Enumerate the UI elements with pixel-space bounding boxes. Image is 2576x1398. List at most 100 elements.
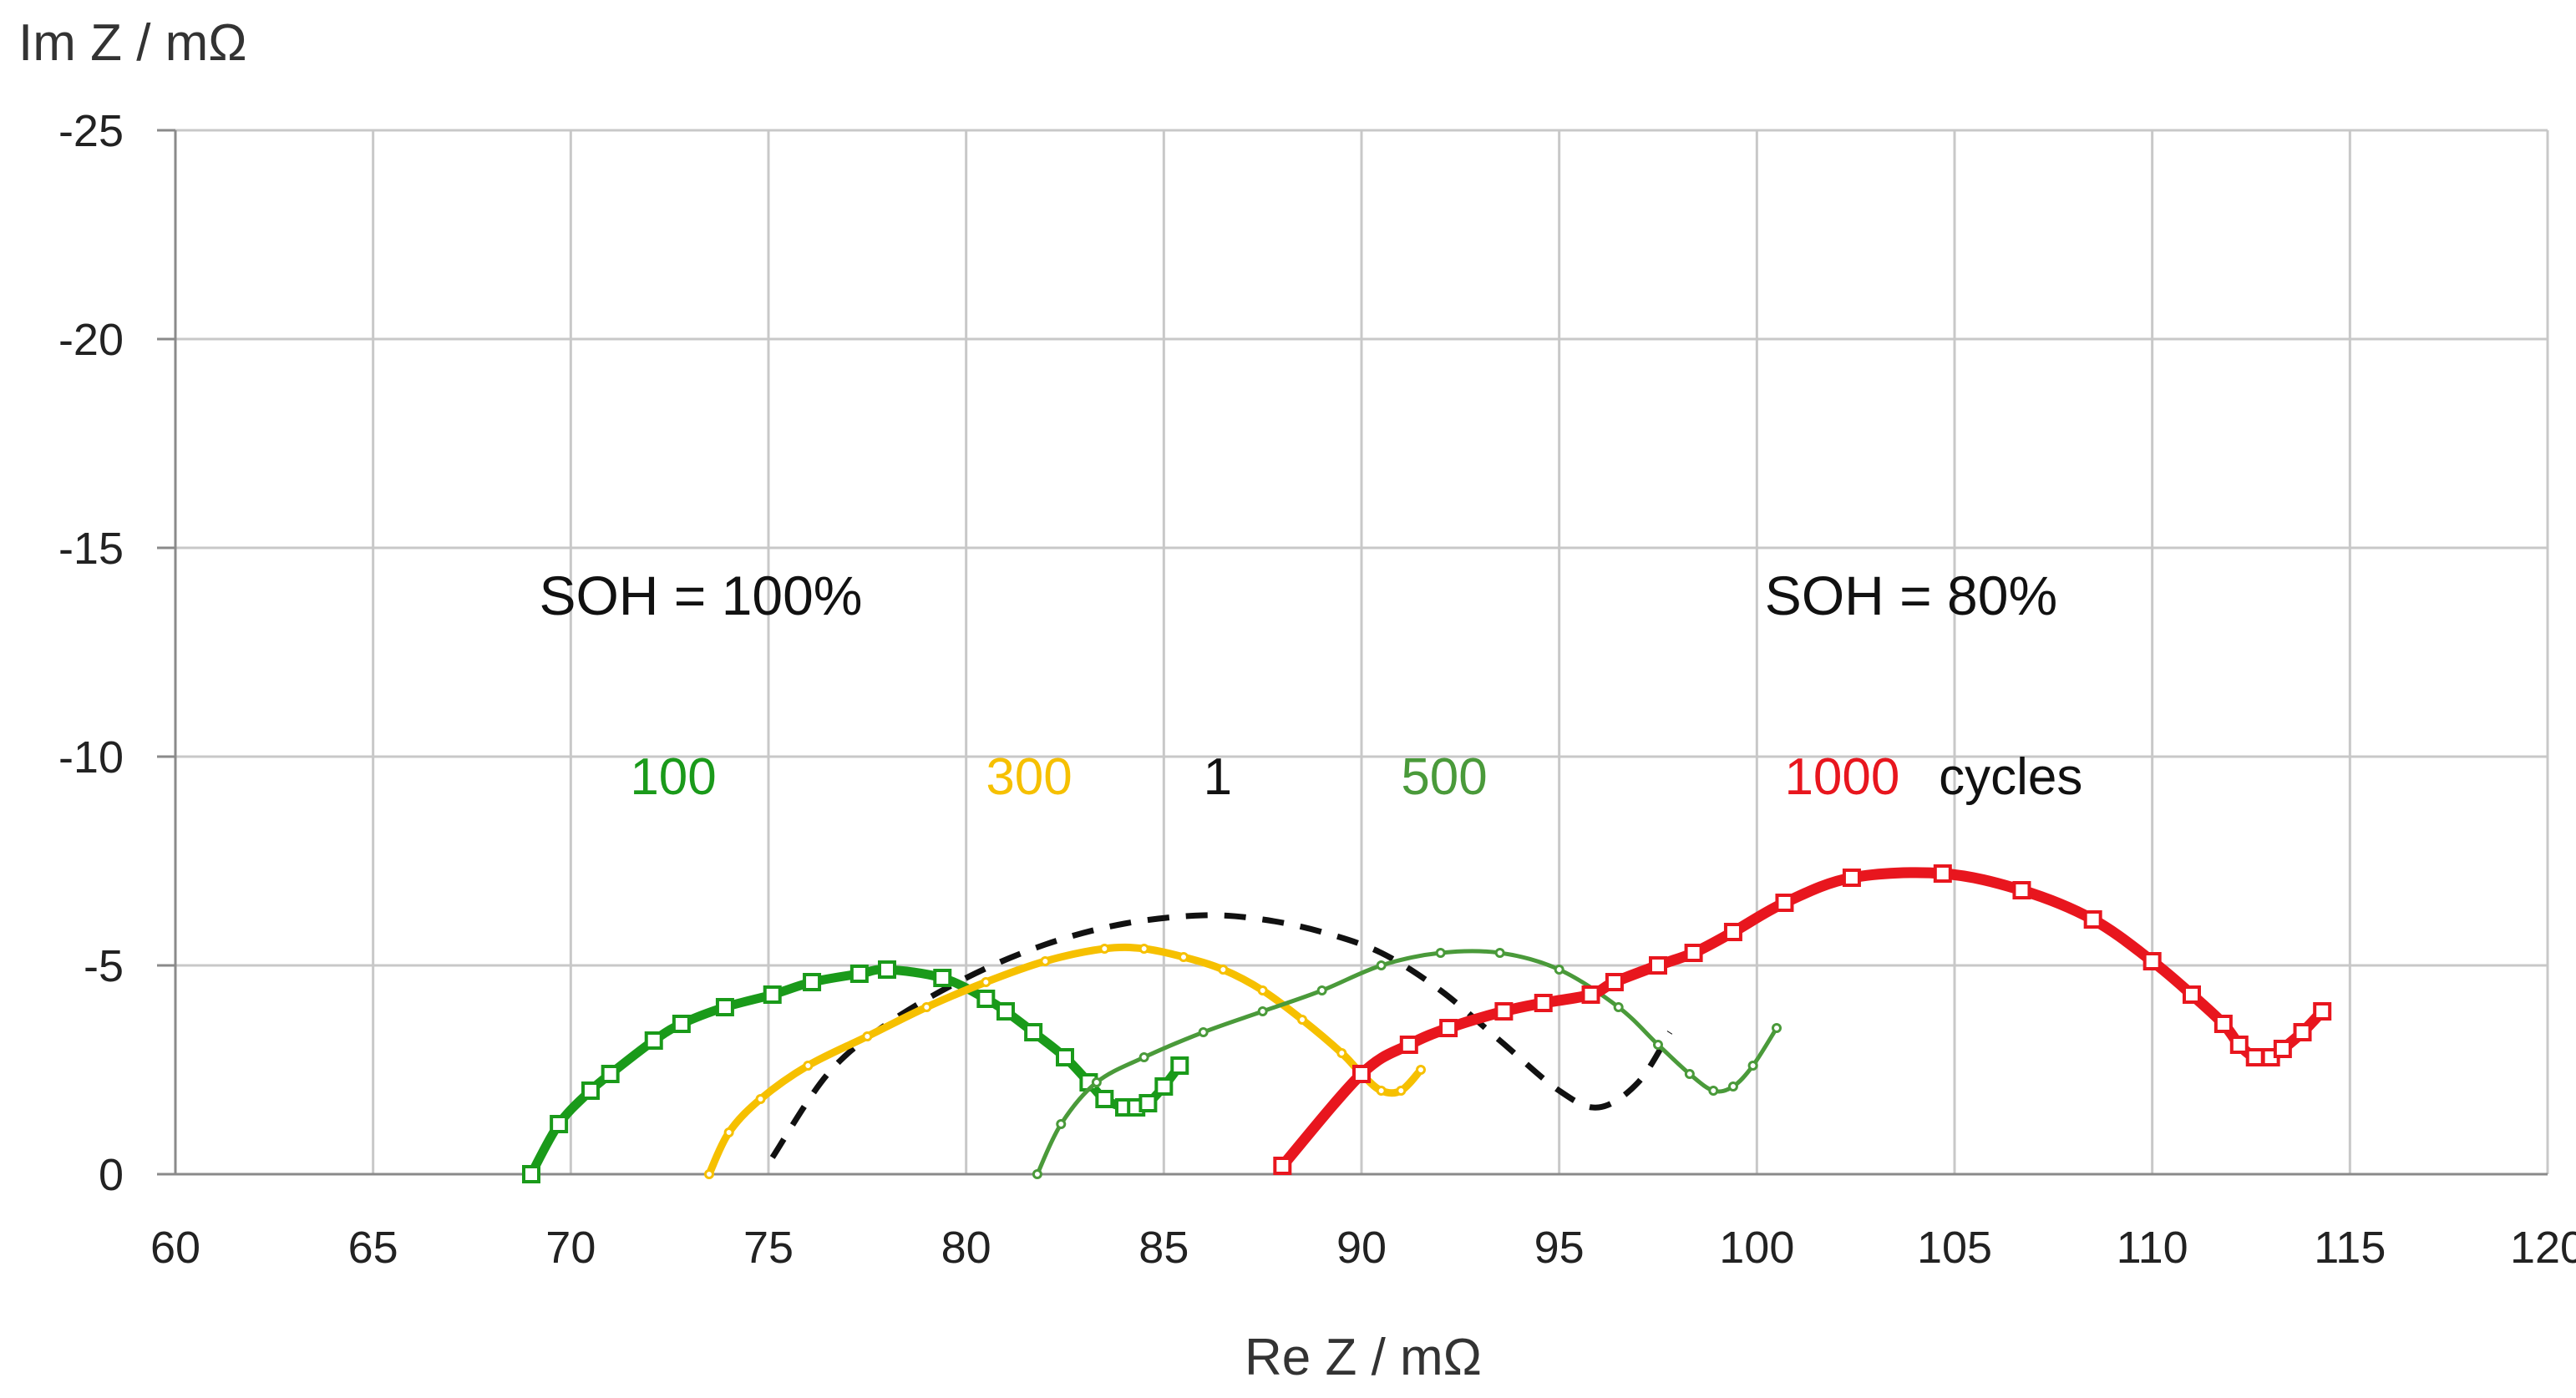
- data-point: [1933, 864, 1952, 883]
- data-point: [1257, 985, 1268, 995]
- y-tick-label: -10: [58, 732, 124, 783]
- x-tick-label: 60: [150, 1223, 200, 1273]
- x-tick-label: 120: [2510, 1223, 2576, 1273]
- data-point: [1684, 944, 1703, 962]
- data-point: [581, 1081, 600, 1100]
- data-point: [1218, 965, 1229, 975]
- y-tick-label: -25: [58, 106, 124, 156]
- data-point: [1138, 1052, 1149, 1062]
- data-point: [1056, 1119, 1067, 1129]
- data-point: [803, 973, 822, 991]
- x-tick-label: 70: [545, 1223, 596, 1273]
- data-point: [1099, 944, 1110, 954]
- x-tick-label: 85: [1138, 1223, 1189, 1273]
- x-tick-label: 75: [743, 1223, 794, 1273]
- data-point: [715, 998, 734, 1016]
- data-point: [1842, 869, 1861, 887]
- data-point: [1257, 1006, 1268, 1016]
- data-point: [1154, 1077, 1174, 1096]
- data-point: [2083, 910, 2102, 929]
- data-point: [1605, 973, 1624, 991]
- data-point: [2229, 1036, 2249, 1054]
- data-point: [1024, 1023, 1043, 1041]
- cycle-label: 1: [1204, 748, 1232, 806]
- x-tick-label: 90: [1336, 1223, 1387, 1273]
- x-tick-label: 100: [1719, 1223, 1794, 1273]
- data-point: [1170, 1056, 1189, 1075]
- series-1-cycle: [769, 912, 1673, 1159]
- data-point: [1032, 1169, 1042, 1179]
- data-point: [1494, 1002, 1514, 1021]
- data-point: [1198, 1027, 1209, 1037]
- data-point: [1273, 1157, 1292, 1175]
- y-tick-label: -20: [58, 315, 124, 365]
- data-point: [2213, 1015, 2233, 1033]
- x-tick-label: 80: [941, 1223, 991, 1273]
- data-point: [803, 1061, 814, 1071]
- x-tick-label: 110: [2117, 1223, 2188, 1273]
- data-point: [1179, 952, 1189, 962]
- data-point: [1649, 956, 1667, 975]
- cycle-label: 100: [630, 748, 716, 806]
- data-point: [1613, 1002, 1624, 1012]
- data-point: [2293, 1023, 2312, 1041]
- data-point: [1723, 923, 1742, 941]
- data-point: [1416, 1065, 1426, 1075]
- data-point: [2313, 1002, 2332, 1021]
- data-point: [1554, 965, 1564, 975]
- series-line-1-cycle: [769, 912, 1673, 1159]
- data-point: [2142, 952, 2162, 970]
- data-point: [1581, 985, 1600, 1004]
- data-point: [862, 1031, 873, 1041]
- data-point: [1376, 960, 1387, 970]
- cycle-label: cycles: [1939, 748, 2082, 806]
- x-tick-label: 115: [2314, 1223, 2386, 1273]
- soh-annotation: SOH = 80%: [1765, 565, 2057, 626]
- data-point: [1091, 1077, 1102, 1087]
- cycle-label: 500: [1401, 748, 1487, 806]
- data-point: [672, 1015, 691, 1033]
- data-point: [1494, 948, 1505, 958]
- data-point: [1653, 1040, 1663, 1050]
- cycle-label: 300: [986, 748, 1072, 806]
- data-point: [878, 960, 896, 979]
- data-point: [2012, 881, 2031, 899]
- x-tick-label: 95: [1534, 1223, 1585, 1273]
- series-layer: [522, 864, 2332, 1183]
- cycle-label: 1000: [1784, 748, 1899, 806]
- data-point: [2183, 985, 2201, 1004]
- data-point: [2273, 1040, 2292, 1058]
- grid: [157, 129, 2549, 1176]
- y-tick-label: -5: [84, 941, 124, 991]
- data-point: [704, 1169, 714, 1179]
- y-tick-label: -15: [58, 524, 124, 574]
- data-point: [1439, 1019, 1458, 1037]
- data-point: [2245, 1048, 2264, 1066]
- data-point: [1727, 1081, 1738, 1092]
- data-point: [763, 985, 782, 1004]
- data-point: [1138, 944, 1149, 954]
- data-point: [550, 1115, 569, 1133]
- series-1000-cycles: [1273, 864, 2332, 1175]
- data-point: [976, 990, 996, 1008]
- tick-labels: 60 65 70 75 80 85 90 95 100 105 110 115 120 0 -5 -10 -15…: [58, 106, 2576, 1273]
- data-point: [1336, 1048, 1347, 1058]
- data-point: [849, 965, 869, 983]
- data-point: [1684, 1069, 1695, 1079]
- data-point: [1775, 894, 1794, 912]
- data-point: [1534, 994, 1553, 1012]
- series-100-cycles: [522, 960, 1189, 1183]
- data-point: [981, 977, 991, 987]
- data-point: [601, 1065, 620, 1083]
- data-point: [1316, 985, 1327, 995]
- data-point: [1352, 1065, 1371, 1083]
- data-point: [522, 1165, 540, 1183]
- annotation-layer: SOH = 100% SOH = 80% 100 300 1 500 1000 cycles: [539, 565, 2082, 806]
- y-tick-label: 0: [99, 1150, 124, 1200]
- data-point: [723, 1127, 734, 1137]
- data-point: [1708, 1086, 1719, 1096]
- data-point: [1040, 956, 1051, 966]
- series-500-cycles: [1032, 948, 1782, 1179]
